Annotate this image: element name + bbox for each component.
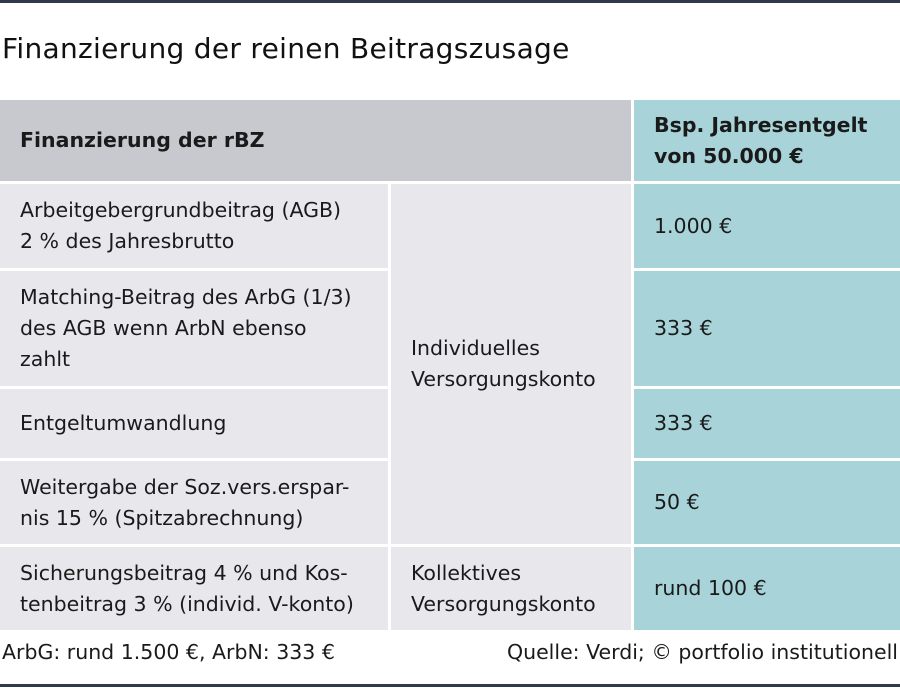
row-value: 333 € bbox=[634, 271, 900, 386]
bottom-rule bbox=[0, 684, 900, 687]
row-value: 1.000 € bbox=[634, 184, 900, 268]
row-label: Weitergabe der Soz.vers.erspar- nis 15 %… bbox=[0, 461, 388, 544]
header-label: Finanzierung der rBZ bbox=[0, 100, 631, 181]
footer-source: Quelle: Verdi; © portfolio institutionel… bbox=[506, 640, 898, 664]
footer-note: ArbG: rund 1.500 €, ArbN: 333 € bbox=[2, 640, 335, 664]
row-value: 333 € bbox=[634, 389, 900, 458]
row-value: rund 100 € bbox=[634, 547, 900, 630]
row-label: Sicherungsbeitrag 4 % und Kos- tenbeitra… bbox=[0, 547, 388, 630]
group-individual-account: Individuelles Versorgungskonto bbox=[391, 184, 631, 544]
header-value: Bsp. Jahresentgelt von 50.000 € bbox=[634, 100, 900, 181]
row-label: Entgeltumwandlung bbox=[0, 389, 388, 458]
top-rule bbox=[0, 0, 900, 3]
row-label: Arbeitgebergrundbeitrag (AGB) 2 % des Ja… bbox=[0, 184, 388, 268]
financing-table: Finanzierung der rBZ Bsp. Jahresentgelt … bbox=[0, 100, 900, 630]
row-value: 50 € bbox=[634, 461, 900, 544]
row-label: Matching-Beitrag des ArbG (1/3) des AGB … bbox=[0, 271, 388, 386]
group-collective-account: Kollektives Versorgungskonto bbox=[391, 547, 631, 630]
page-title: Finanzierung der reinen Beitragszusage bbox=[2, 32, 570, 65]
